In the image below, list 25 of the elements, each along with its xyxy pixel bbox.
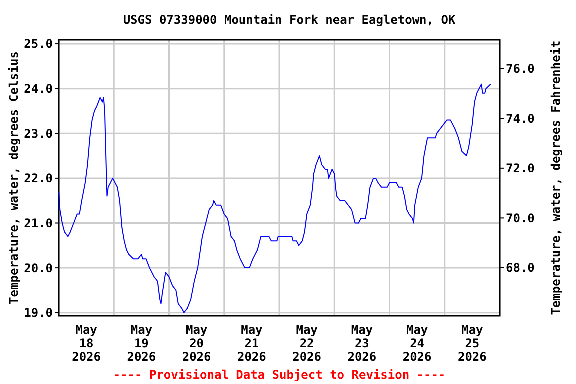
x-tick-label: May 25 2026 [458,323,487,364]
x-tick-label: May 22 2026 [292,323,322,364]
x-tick-label: May 21 2026 [237,323,266,364]
chart-title: USGS 07339000 Mountain Fork near Eagletown, OK [123,13,456,27]
y-tick-label: 19.0 [24,306,53,320]
y2-tick-label: 74.0 [506,112,535,126]
text: ---- Provisional Data Subject to Revision ---- [113,368,446,382]
x-tick-label: May 20 2026 [182,323,212,364]
y-tick-label: 21.0 [24,216,53,230]
y-tick-label: 22.0 [24,172,53,186]
x-tick-label: May 23 2026 [348,323,377,364]
y2-tick-label: 76.0 [506,62,535,76]
x-tick-label: May 18 2026 [72,323,102,364]
y-tick-label: 25.0 [24,37,53,52]
y2-tick-label: 68.0 [506,261,535,276]
y2-tick-label: 72.0 [506,162,535,176]
line-series [58,84,492,314]
y2-axis-title: Temperature, water, degrees Fahrenheit [549,40,563,316]
x-tick-label: May 24 2026 [402,323,432,364]
y-tick-label: 20.0 [24,261,53,276]
y-tick-label: 23.0 [24,126,53,141]
y-axis-title: Temperature, water, degrees Celsius [7,52,21,304]
x-tick-label: May 19 2026 [127,323,156,364]
y-tick-label: 24.0 [24,82,53,96]
y2-tick-label: 70.0 [506,211,535,226]
